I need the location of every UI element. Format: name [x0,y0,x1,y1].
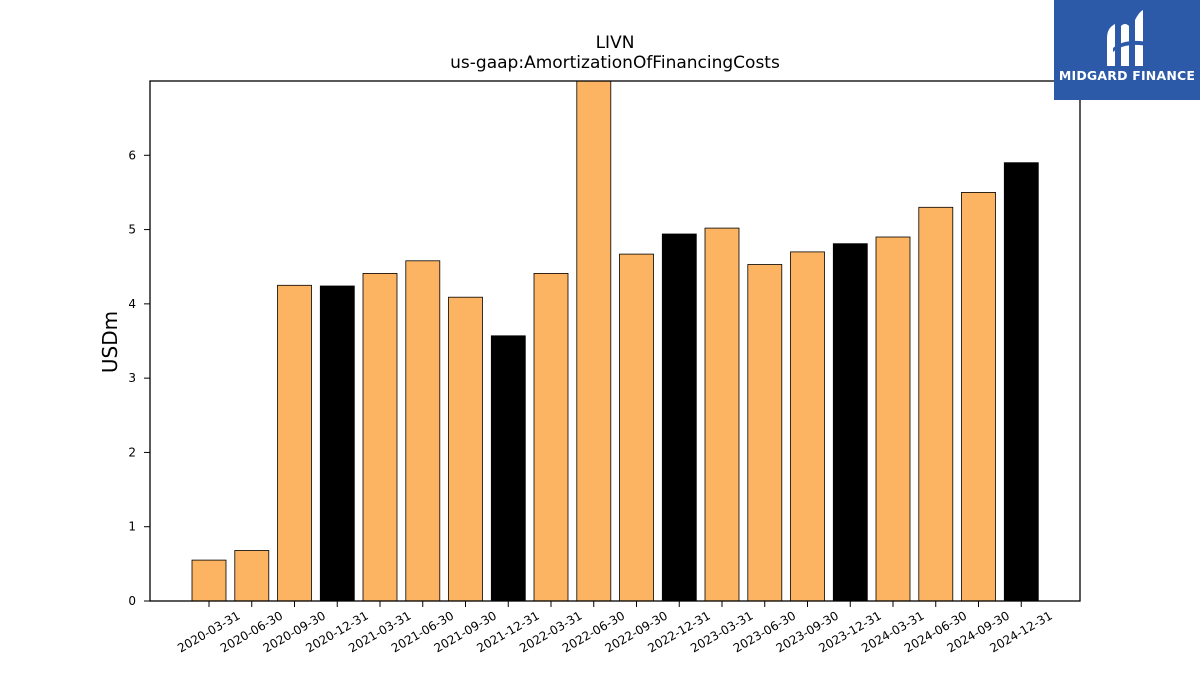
bar [1003,162,1039,602]
chart-title: LIVN [596,33,635,53]
bar [747,264,783,602]
y-axis-label: USDm [98,311,122,373]
bar [875,236,911,602]
bar [961,191,996,602]
plot-frame [149,80,1081,602]
bar [405,260,441,602]
y-tick-label: 6 [128,148,136,162]
logo-mark-icon [1107,10,1147,66]
y-tick-label: 3 [128,371,136,385]
x-axis: 2020-03-312020-06-302020-09-302020-12-31… [175,601,1055,655]
logo-text: MIDGARD FINANCE [1058,68,1196,83]
y-axis: 0 1 2 3 4 5 6 [128,148,150,608]
bar [277,284,312,602]
bar [661,233,697,602]
bar [790,251,825,602]
bar [619,253,654,602]
brand-logo: MIDGARD FINANCE [1054,0,1200,100]
bars-group [191,80,1039,602]
bar [832,243,868,602]
y-tick-label: 5 [128,223,136,237]
bar [533,272,569,602]
bar [490,335,526,602]
bar [704,227,740,602]
y-tick-label: 4 [128,297,136,311]
y-tick-label: 0 [128,594,136,608]
y-tick-label: 1 [128,520,136,534]
bar [191,559,227,602]
bar [448,296,483,602]
y-tick-label: 2 [128,445,136,459]
bar [319,285,355,602]
bar [362,272,398,602]
chart-subtitle: us-gaap:AmortizationOfFinancingCosts [450,53,780,73]
bar [918,206,954,602]
bar [576,80,612,602]
bar [234,550,270,602]
